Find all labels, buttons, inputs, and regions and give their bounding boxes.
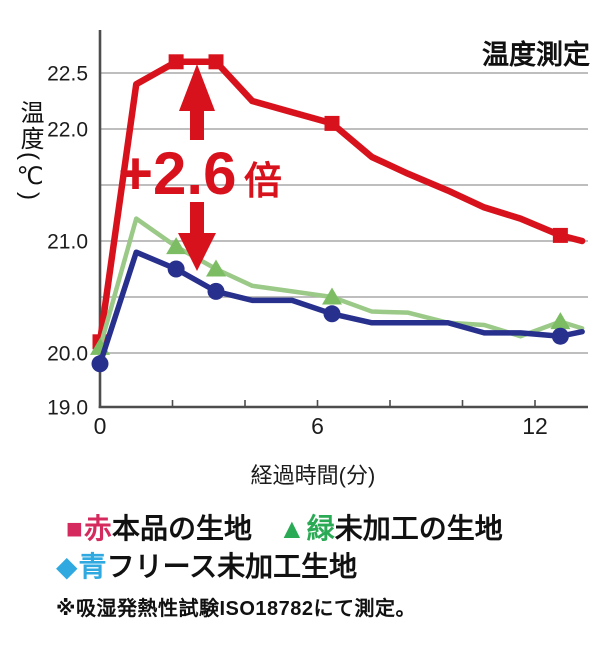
x-axis-label: 経過時間(分) xyxy=(251,463,376,488)
legend-color-word-red: 赤 xyxy=(83,513,112,544)
y-tick-label: 21.0 xyxy=(47,231,88,254)
chart-title: 温度測定 xyxy=(482,39,590,70)
series-line-triangle xyxy=(97,216,585,350)
down-arrow-icon xyxy=(178,202,216,271)
data-point-circle xyxy=(167,260,185,278)
axes: 22.5 22.0 21.0 20.0 19.0 0 6 12 xyxy=(47,30,588,439)
x-tick-label: 6 xyxy=(311,413,324,439)
red-square-marker-icon: ■ xyxy=(66,513,83,544)
y-tick-label: 20.0 xyxy=(47,343,88,366)
legend-color-word-green: 緑 xyxy=(306,513,335,544)
annotation-text: +2.6 倍 xyxy=(118,140,282,207)
annotation-value: +2.6 xyxy=(118,140,236,207)
blue-diamond-marker-icon: ◆ xyxy=(56,551,78,582)
data-point-circle xyxy=(551,327,569,345)
gridlines xyxy=(100,72,588,354)
data-point-circle xyxy=(207,282,225,300)
data-point-circle xyxy=(323,305,341,323)
data-series xyxy=(90,54,586,373)
data-point-square xyxy=(552,227,568,243)
legend-item-red: ■赤本品の生地 xyxy=(66,510,252,548)
data-point-circle xyxy=(91,355,109,373)
legend-item-blue: ◆青フリース未加工生地 xyxy=(56,548,357,586)
data-point-triangle xyxy=(322,287,342,305)
measurement-note: ※吸湿発熱性試験ISO18782にて測定。 xyxy=(56,598,417,620)
data-point-square xyxy=(168,54,184,70)
data-point-square xyxy=(324,115,340,131)
legend-label-blue: フリース未加工生地 xyxy=(106,551,358,582)
x-tick-label: 12 xyxy=(522,413,548,439)
y-tick-label: 22.0 xyxy=(47,119,88,142)
legend-item-green: ▲緑未加工の生地 xyxy=(278,510,503,548)
line-chart: 22.5 22.0 21.0 20.0 19.0 0 6 12 +2.6 倍 温度測定 経過時… xyxy=(47,30,590,488)
up-arrow-icon xyxy=(179,64,215,140)
y-axis-label: 温度(℃) xyxy=(16,100,43,202)
legend: ■赤本品の生地 ▲緑未加工の生地 ◆青フリース未加工生地 ※吸湿発熱性試験ISO… xyxy=(56,510,584,621)
annotation-2-6x: +2.6 倍 xyxy=(118,64,282,271)
legend-row-1: ■赤本品の生地 ▲緑未加工の生地 xyxy=(56,510,584,548)
annotation-suffix: 倍 xyxy=(244,161,282,203)
x-tick-label: 0 xyxy=(94,413,107,439)
data-point-triangle xyxy=(166,237,187,255)
legend-color-word-blue: 青 xyxy=(78,551,107,582)
data-point-triangle xyxy=(206,259,226,277)
data-point-square xyxy=(208,54,224,70)
legend-row-2: ◆青フリース未加工生地 xyxy=(56,548,584,586)
data-point-triangle xyxy=(550,312,571,330)
y-tick-label: 22.5 xyxy=(47,63,88,86)
y-tick-label: 19.0 xyxy=(47,397,88,420)
legend-label-green: 未加工の生地 xyxy=(334,513,503,544)
green-triangle-marker-icon: ▲ xyxy=(277,513,306,544)
legend-label-red: 本品の生地 xyxy=(111,513,252,544)
